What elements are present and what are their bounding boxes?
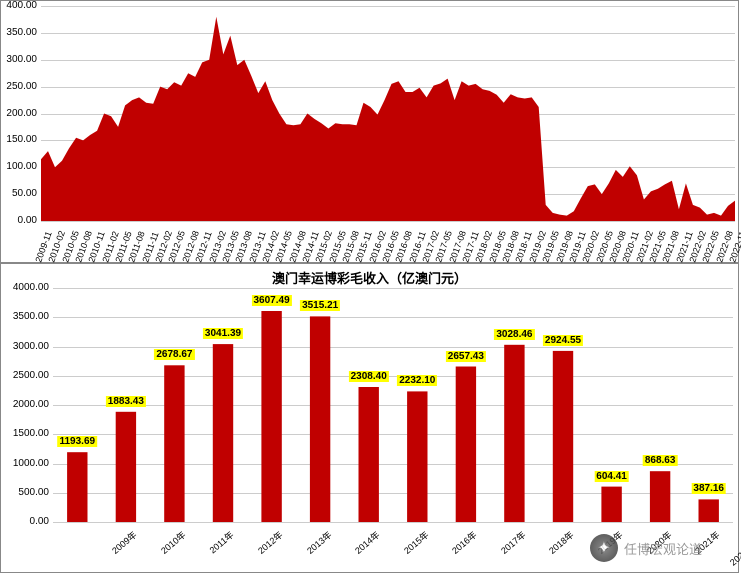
bottom-y-tick: 500.00 — [1, 487, 49, 498]
bar — [504, 345, 524, 522]
bar-value-label: 3028.46 — [494, 329, 534, 340]
top-y-tick: 150.00 — [1, 134, 37, 145]
bar — [164, 365, 184, 522]
bottom-y-tick: 0.00 — [1, 516, 49, 527]
bottom-x-tick: 2009年 — [85, 528, 139, 577]
bar-value-label: 2678.67 — [154, 349, 194, 360]
bar-value-label: 2308.40 — [349, 371, 389, 382]
bottom-x-tick: 2018年 — [522, 528, 576, 577]
bottom-x-tick: 2011年 — [182, 528, 236, 577]
bottom-x-tick: 2013年 — [280, 528, 334, 577]
area-fill — [41, 17, 735, 221]
bottom-x-tick: 2017年 — [474, 528, 528, 577]
bar — [650, 471, 670, 522]
bar — [699, 499, 719, 522]
bar — [261, 311, 281, 522]
bar-value-label: 3041.39 — [203, 328, 243, 339]
bottom-chart-title: 澳门幸运博彩毛收入（亿澳门元） — [272, 268, 467, 287]
bottom-bar-chart: 澳门幸运博彩毛收入（亿澳门元） 1193.69 1883.43 2678.67 304… — [0, 263, 739, 573]
bar — [456, 367, 476, 523]
bar — [67, 452, 87, 522]
bar — [407, 391, 427, 522]
bottom-y-tick: 3000.00 — [1, 341, 49, 352]
top-y-tick: 300.00 — [1, 54, 37, 65]
grid-line — [53, 522, 733, 523]
bar-value-label: 387.16 — [691, 483, 726, 494]
bottom-x-tick: 2016年 — [425, 528, 479, 577]
bottom-y-tick: 4000.00 — [1, 282, 49, 293]
top-y-tick: 250.00 — [1, 81, 37, 92]
bar-value-label: 2924.55 — [543, 335, 583, 346]
watermark: ✦ 任博宏观论道 — [590, 534, 702, 562]
top-y-tick: 0.00 — [1, 215, 37, 226]
bottom-y-tick: 2500.00 — [1, 370, 49, 381]
bottom-y-tick: 2000.00 — [1, 399, 49, 410]
bar-value-label: 2657.43 — [446, 351, 486, 362]
bottom-plot-area: 1193.69 1883.43 2678.67 3041.39 3607.49 3515.… — [53, 288, 733, 522]
bottom-bars-svg — [53, 288, 733, 522]
bottom-x-tick: 2015年 — [377, 528, 431, 577]
bar-value-label: 3607.49 — [251, 295, 291, 306]
bar-value-label: 1193.69 — [57, 436, 97, 447]
bar-value-label: 3515.21 — [300, 300, 340, 311]
bar-value-label: 604.41 — [594, 471, 629, 482]
top-area-chart: 澳门博彩毛收入：幸运博彩（当月值，亿澳门元） 0.0050.00100.0015… — [0, 0, 739, 263]
bar — [213, 344, 233, 522]
bar — [116, 412, 136, 522]
bar-value-label: 2232.10 — [397, 375, 437, 386]
bar — [310, 316, 330, 522]
grid-line — [41, 221, 735, 222]
bar — [553, 351, 573, 522]
top-y-tick: 350.00 — [1, 27, 37, 38]
top-y-tick: 200.00 — [1, 108, 37, 119]
bottom-y-tick: 1000.00 — [1, 458, 49, 469]
bar-value-label: 1883.43 — [106, 396, 146, 407]
bottom-x-tick: 2014年 — [328, 528, 382, 577]
bar-value-label: 868.63 — [643, 455, 678, 466]
bar — [359, 387, 379, 522]
top-y-tick: 100.00 — [1, 161, 37, 172]
wechat-icon: ✦ — [590, 534, 618, 562]
top-y-tick: 400.00 — [1, 0, 37, 11]
bottom-x-tick: 2010年 — [134, 528, 188, 577]
bar — [601, 487, 621, 522]
top-plot-area — [41, 6, 735, 221]
top-area-svg — [41, 6, 735, 221]
bottom-x-tick: 2012年 — [231, 528, 285, 577]
bottom-y-tick: 3500.00 — [1, 311, 49, 322]
top-y-tick: 50.00 — [1, 188, 37, 199]
watermark-text: 任博宏观论道 — [624, 539, 702, 558]
bottom-y-tick: 1500.00 — [1, 428, 49, 439]
